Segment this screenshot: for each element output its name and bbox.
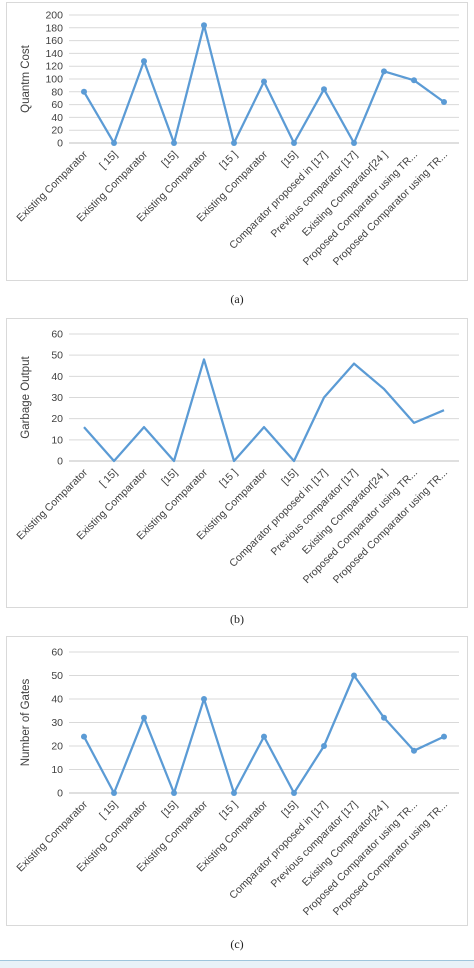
- y-tick-label: 180: [45, 22, 63, 34]
- data-point: [321, 86, 327, 93]
- x-tick-label: [15 ]: [217, 799, 240, 822]
- x-tick-label: [15 ]: [217, 467, 240, 490]
- data-point: [201, 696, 207, 702]
- y-tick-label: 100: [45, 74, 63, 86]
- x-tick-label: [15]: [159, 467, 180, 488]
- y-tick-label: 0: [57, 788, 63, 800]
- data-point: [381, 68, 387, 75]
- y-axis-title: Number of Gates: [20, 678, 32, 766]
- data-point: [111, 140, 117, 146]
- data-point: [171, 790, 177, 796]
- data-point: [411, 747, 417, 754]
- data-point: [291, 790, 297, 796]
- data-point: [81, 88, 87, 95]
- data-point: [111, 790, 117, 796]
- data-point: [141, 58, 147, 65]
- y-tick-label: 60: [51, 647, 63, 659]
- y-tick-label: 10: [51, 434, 63, 446]
- caption-a: (a): [230, 292, 244, 306]
- y-tick-label: 50: [51, 670, 63, 682]
- y-tick-label: 200: [45, 10, 63, 22]
- x-tick-label: [15 ]: [217, 149, 240, 172]
- y-tick-label: 40: [51, 694, 63, 706]
- y-tick-label: 140: [45, 48, 63, 60]
- y-tick-label: 120: [45, 61, 63, 73]
- y-tick-label: 10: [51, 764, 63, 776]
- y-tick-label: 0: [57, 456, 63, 468]
- x-tick-label: [15]: [159, 149, 180, 170]
- x-tick-label: [15]: [279, 799, 300, 820]
- y-tick-label: 0: [57, 138, 63, 150]
- data-point: [231, 790, 237, 796]
- data-point: [441, 733, 447, 740]
- data-point: [201, 22, 207, 29]
- data-point: [231, 140, 237, 146]
- caption-b: (b): [230, 612, 244, 626]
- series-line: [83, 358, 445, 463]
- data-point: [381, 714, 387, 721]
- data-point: [141, 714, 147, 721]
- y-tick-label: 40: [51, 112, 63, 124]
- y-tick-label: 60: [51, 329, 63, 341]
- y-tick-label: 40: [51, 371, 63, 383]
- y-tick-label: 30: [51, 717, 63, 729]
- chart-panel-quantum-cost: 0 20 40 60 80 100 120 140 160 180 200 Quantm Cost Ex…: [6, 2, 468, 281]
- y-tick-label: 30: [51, 392, 63, 404]
- y-tick-label: 60: [51, 99, 63, 111]
- x-tick-label: [15]: [159, 799, 180, 820]
- data-point: [261, 78, 267, 85]
- page-bottom-strip: [0, 960, 474, 968]
- chart-panel-number-of-gates: 0 10 20 30 40 50 60 Number of Gates Existing Com…: [6, 636, 468, 926]
- data-point: [411, 77, 417, 84]
- data-point: [291, 140, 297, 146]
- y-axis-title: Garbage Output: [20, 355, 32, 438]
- data-point: [321, 743, 327, 749]
- y-tick-label: 160: [45, 35, 63, 47]
- caption-c: (c): [230, 937, 244, 951]
- x-tick-label: [15]: [279, 149, 300, 170]
- x-tick-label: [ 15]: [97, 149, 120, 172]
- x-tick-label: [ 15]: [97, 467, 120, 490]
- y-tick-label: 50: [51, 350, 63, 362]
- data-point: [351, 140, 357, 146]
- data-point: [81, 733, 87, 740]
- y-tick-label: 80: [51, 86, 63, 98]
- y-tick-label: 20: [51, 125, 63, 137]
- data-point: [171, 140, 177, 146]
- y-axis-title: Quantm Cost: [20, 44, 32, 113]
- y-tick-label: 20: [51, 413, 63, 425]
- data-point: [261, 733, 267, 740]
- y-tick-label: 20: [51, 741, 63, 753]
- data-point: [351, 672, 357, 679]
- x-tick-label: [ 15]: [97, 799, 120, 822]
- chart-panel-garbage-output: 0 10 20 30 40 50 60 Garbage Output Existing Comp…: [6, 318, 468, 608]
- data-point: [441, 99, 447, 106]
- x-tick-label: [15]: [279, 467, 300, 488]
